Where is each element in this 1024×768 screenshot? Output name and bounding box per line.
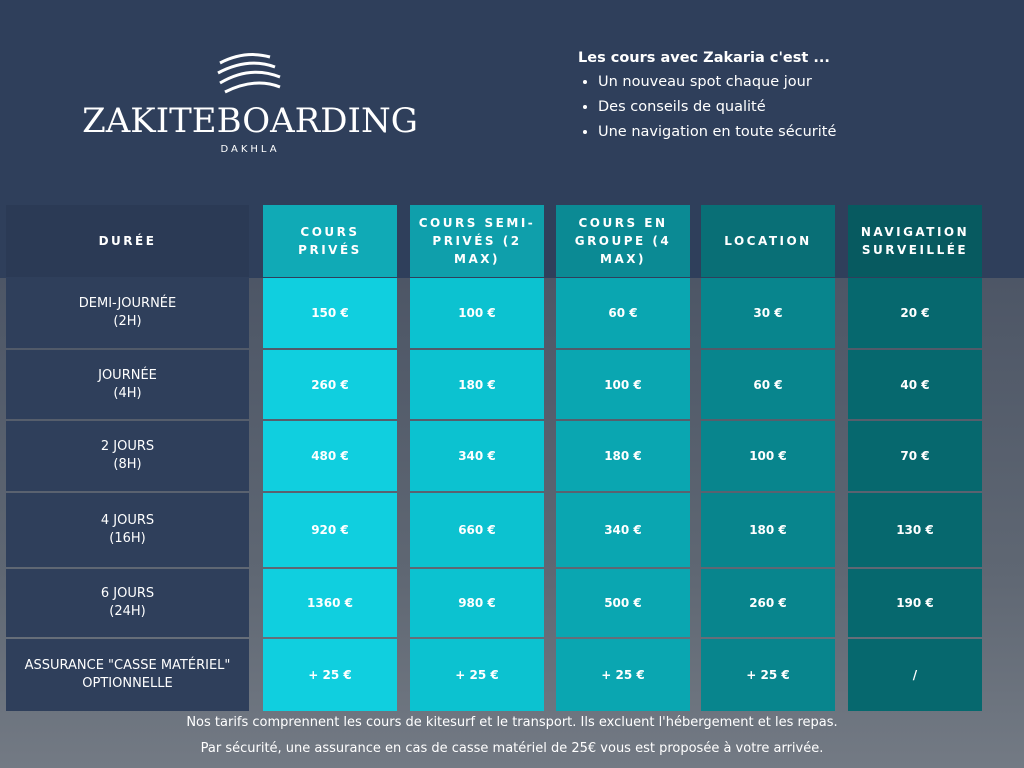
row-label: 4 JOURS (16H) [6,493,249,567]
column-header: COURS PRIVÉS [263,205,397,277]
corner-header: DURÉE [6,205,249,277]
row-label: DEMI-JOURNÉE (2H) [6,278,249,348]
price-cell: 1360 € [263,569,397,637]
bullet: Un nouveau spot chaque jour [598,74,836,90]
price-cell: 60 € [556,278,690,348]
price-cell: 180 € [701,493,835,567]
price-cell: + 25 € [701,639,835,711]
price-cell: 130 € [848,493,982,567]
price-cell: 190 € [848,569,982,637]
price-cell: + 25 € [263,639,397,711]
price-cell: 60 € [701,350,835,419]
price-cell: 30 € [701,278,835,348]
brand: ZAKITEBOARDING [82,101,418,141]
price-cell: 920 € [263,493,397,567]
price-cell: 180 € [556,421,690,491]
row-label: 6 JOURS (24H) [6,569,249,637]
price-cell: 340 € [410,421,544,491]
price-cell: 260 € [263,350,397,419]
price-cell: + 25 € [410,639,544,711]
price-cell: 340 € [556,493,690,567]
row-label: ASSURANCE "CASSE MATÉRIEL" OPTIONNELLE [6,639,249,711]
logo: ZAKITEBOARDING DAKHLA [82,53,418,155]
price-cell: 20 € [848,278,982,348]
price-cell: 40 € [848,350,982,419]
location: DAKHLA [220,144,279,155]
row-label: 2 JOURS (8H) [6,421,249,491]
price-cell: / [848,639,982,711]
column-header: LOCATION [701,205,835,277]
price-cell: 150 € [263,278,397,348]
price-cell: 260 € [701,569,835,637]
column-header: COURS SEMI-PRIVÉS (2 MAX) [410,205,544,277]
price-cell: 70 € [848,421,982,491]
price-cell: 100 € [410,278,544,348]
price-cell: 660 € [410,493,544,567]
intro: Les cours avec Zakaria c'est ... Un nouv… [578,50,836,149]
footnote: Par sécurité, une assurance en cas de ca… [200,741,824,756]
footnote: Nos tarifs comprennent les cours de kite… [186,715,838,730]
intro-title: Les cours avec Zakaria c'est ... [578,50,830,66]
price-cell: 180 € [410,350,544,419]
price-cell: 480 € [263,421,397,491]
price-cell: 100 € [701,421,835,491]
bullet-list: Un nouveau spot chaque jour Des conseils … [578,74,836,140]
price-cell: 980 € [410,569,544,637]
price-cell: + 25 € [556,639,690,711]
column-header: NAVIGATION SURVEILLÉE [848,205,982,277]
price-cell: 500 € [556,569,690,637]
bullet: Des conseils de qualité [598,99,836,115]
bullet: Une navigation en toute sécurité [598,124,836,140]
row-label: JOURNÉE (4H) [6,350,249,419]
price-cell: 100 € [556,350,690,419]
column-header: COURS EN GROUPE (4 MAX) [556,205,690,277]
